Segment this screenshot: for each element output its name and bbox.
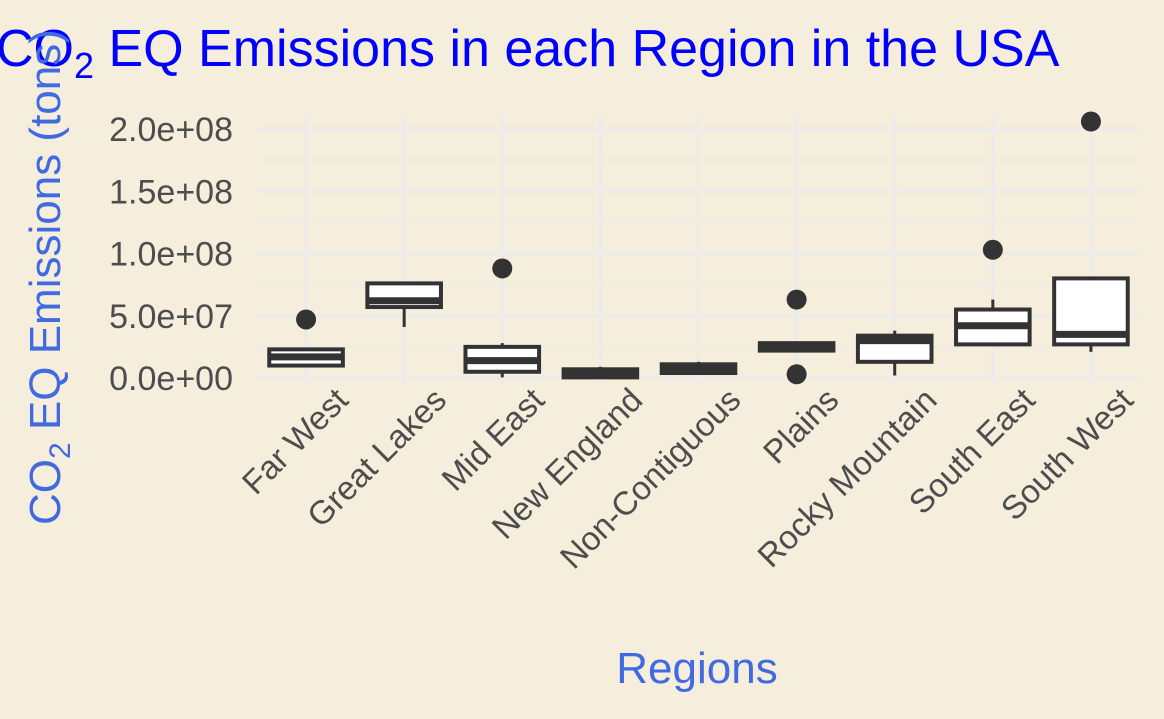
x-tick-label: Plains: [756, 381, 846, 471]
x-tick-label: Rocky Mountain: [750, 381, 943, 574]
outlier-point: [492, 258, 513, 279]
outlier-point: [786, 364, 807, 385]
box-group: [757, 289, 836, 385]
x-tick-label: Non-Contiguous: [553, 381, 748, 576]
y-tick-label: 5.0e+07: [109, 298, 233, 336]
box-group: [659, 361, 738, 376]
box-group: [267, 309, 345, 368]
x-axis-title: Regions: [616, 644, 777, 693]
boxplot-series: [267, 111, 1130, 385]
y-tick-label: 0.0e+00: [109, 360, 233, 398]
y-axis-ticks: 0.0e+00 5.0e+07 1.0e+08 1.5e+08 2.0e+08: [109, 111, 233, 398]
box-group: [954, 239, 1032, 347]
box-group: [365, 281, 443, 327]
y-tick-label: 1.0e+08: [109, 236, 233, 274]
box-group: [463, 258, 542, 378]
outlier-point: [786, 289, 807, 310]
y-tick-label: 2.0e+08: [109, 111, 233, 149]
box-group: [1052, 111, 1130, 352]
y-axis-title: CO2 EQ Emissions (tons): [21, 29, 77, 525]
box-group: [855, 330, 934, 376]
y-tick-label: 1.5e+08: [109, 173, 233, 211]
outlier-point: [296, 309, 317, 330]
box-group: [561, 366, 640, 380]
outlier-point: [982, 239, 1003, 260]
chart-title: CO2 EQ Emissions in each Region in the U…: [0, 20, 1060, 86]
outlier-point: [1080, 111, 1101, 132]
